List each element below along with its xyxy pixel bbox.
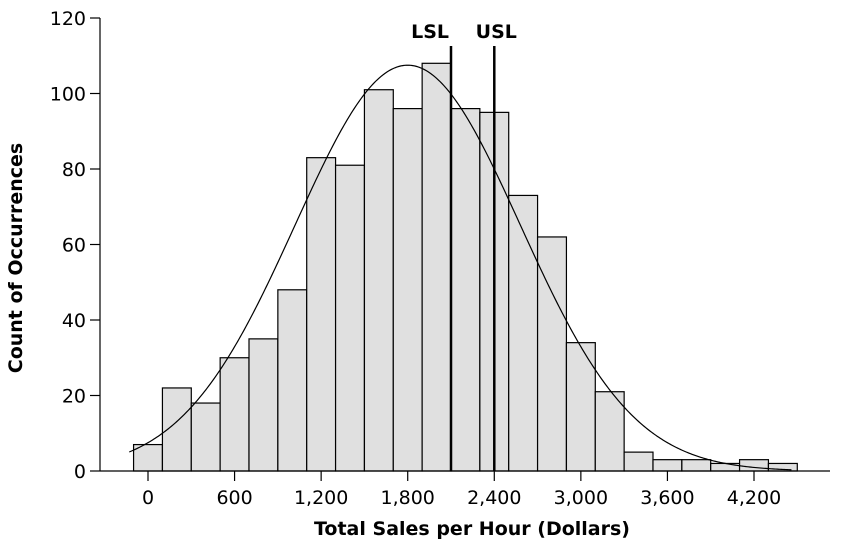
x-axis-title: Total Sales per Hour (Dollars) xyxy=(314,518,630,540)
y-tick-label: 60 xyxy=(62,235,86,257)
histogram-bar xyxy=(623,451,654,472)
histogram-bar xyxy=(277,289,308,472)
histogram-bar xyxy=(190,402,221,472)
normal-distribution-curve xyxy=(129,64,792,471)
histogram-bar xyxy=(334,164,366,472)
histogram-bar xyxy=(681,459,712,472)
axes: 0 20 40 60 80 100 120 0 600 1,200 1,800 2,400 3,000 3… xyxy=(50,8,830,509)
histogram-bar xyxy=(652,459,683,472)
x-tick-label: 3,600 xyxy=(640,487,694,509)
histogram-bar xyxy=(421,62,452,472)
histogram-bar xyxy=(392,107,423,472)
histogram-bar xyxy=(565,342,596,472)
x-tick-label: 600 xyxy=(216,487,252,509)
histogram-bar xyxy=(363,89,394,472)
y-tick-label: 40 xyxy=(62,310,86,332)
spec-limit-label-lsl: LSL xyxy=(411,21,449,43)
spec-limits: LSL USL xyxy=(411,21,517,471)
histogram-bar xyxy=(738,459,770,472)
histogram-bar xyxy=(450,107,481,472)
y-tick-label: 120 xyxy=(50,8,86,30)
y-axis-title: Count of Occurrences xyxy=(5,143,27,374)
histogram-bar xyxy=(306,157,337,472)
x-tick-label: 4,200 xyxy=(727,487,781,509)
x-tick-label: 3,000 xyxy=(554,487,608,509)
x-tick-label: 0 xyxy=(142,487,154,509)
histogram-bar xyxy=(219,357,250,472)
y-tick-label: 20 xyxy=(62,386,86,408)
histogram-bar xyxy=(508,194,539,472)
y-tick-label: 80 xyxy=(62,159,86,181)
histogram-bar xyxy=(248,338,279,472)
y-tick-label: 0 xyxy=(74,461,86,483)
x-tick-label: 2,400 xyxy=(467,487,521,509)
x-tick-label: 1,800 xyxy=(381,487,435,509)
y-tick-label: 100 xyxy=(50,84,86,106)
histogram-bar xyxy=(594,391,625,472)
x-tick-label: 1,200 xyxy=(294,487,348,509)
histogram-bars xyxy=(132,62,798,472)
spec-limit-label-usl: USL xyxy=(476,21,517,43)
